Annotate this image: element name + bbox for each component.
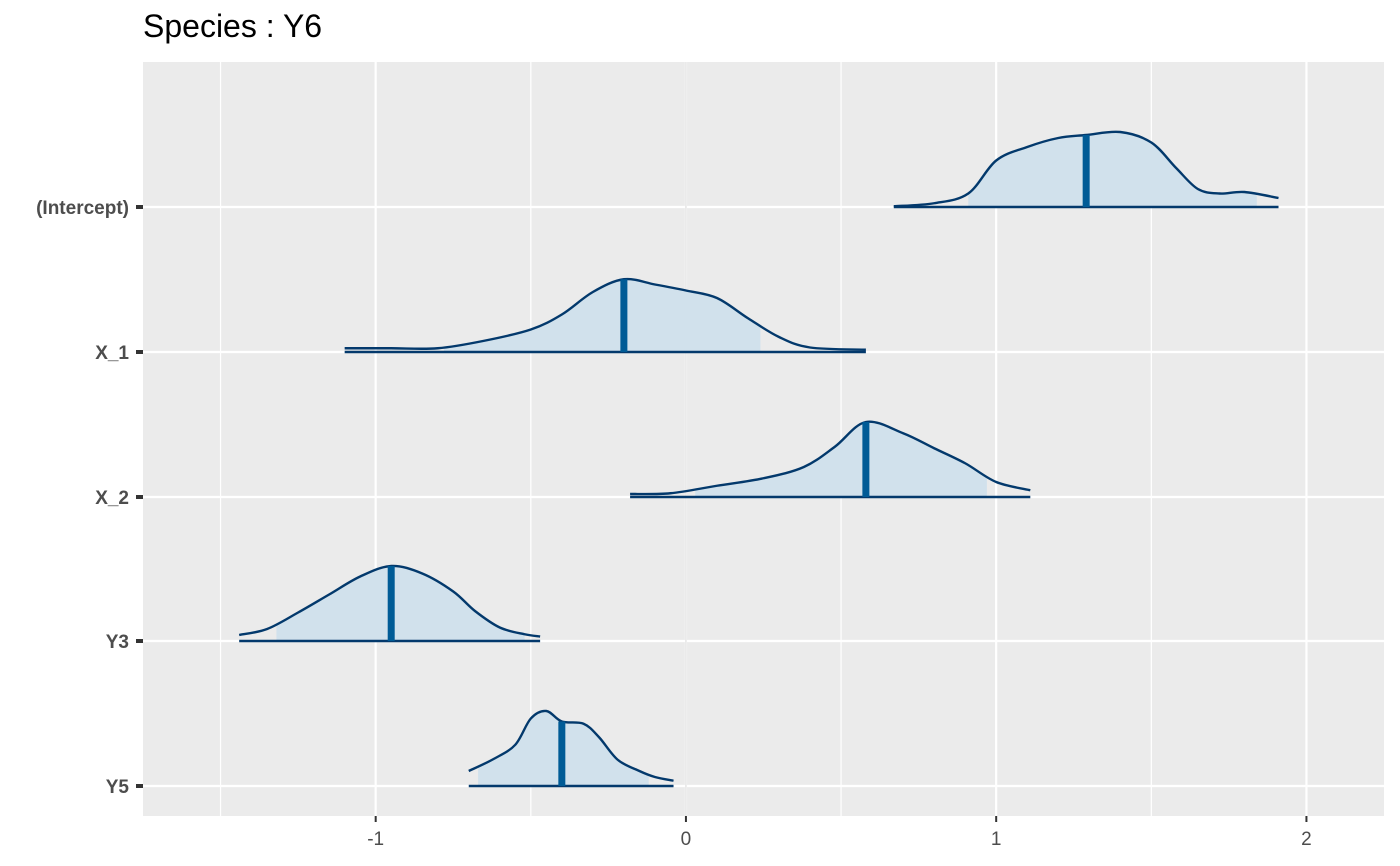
ridge-0 [893, 130, 1279, 209]
plot-panel [143, 62, 1384, 816]
ridges [238, 130, 1279, 788]
ridge-interval-fill [968, 131, 1257, 207]
ridge-interval-fill [443, 279, 761, 352]
x-axis: -1 0 1 2 [367, 816, 1312, 850]
chart-title: Species : Y6 [143, 8, 323, 44]
ridge-interval-fill [276, 565, 525, 641]
y-tick-label: (Intercept) [36, 198, 129, 219]
ridge-outline [238, 564, 541, 638]
ridge-4 [468, 709, 674, 788]
x-tick-label: 0 [681, 829, 692, 850]
ridge-1 [344, 277, 866, 354]
ridge-outline [893, 130, 1279, 208]
x-tick-label: 2 [1301, 829, 1312, 850]
ridge-outline [630, 420, 1031, 496]
x-tick-label: -1 [367, 829, 384, 850]
ridge-outline [468, 709, 674, 782]
ridge-2 [630, 420, 1031, 499]
y-tick-label: X_2 [95, 488, 129, 509]
y-axis: (Intercept) X_1 X_2 Y3 Y5 [36, 198, 143, 798]
y-tick-label: Y3 [106, 632, 129, 653]
y-tick-label: Y5 [106, 777, 130, 798]
y-tick-label: X_1 [95, 343, 129, 364]
x-tick-label: 1 [991, 829, 1002, 850]
ridge-3 [238, 564, 541, 643]
